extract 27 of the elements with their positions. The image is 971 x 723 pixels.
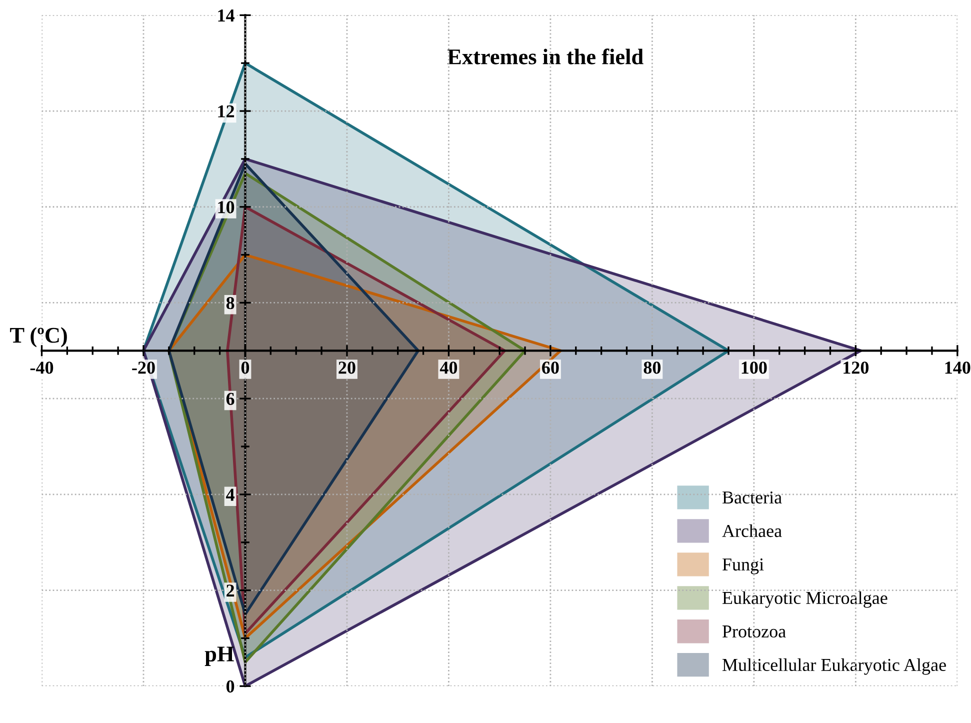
x-tick-label: 0 — [241, 362, 250, 374]
x-tick-label: -40 — [30, 362, 54, 374]
x-tick-label: -20 — [132, 362, 155, 374]
y-tick-label: 8 — [226, 296, 234, 310]
legend-label: Archaea — [722, 524, 782, 538]
x-axis-title: T (ºC) — [10, 327, 67, 348]
x-tick-label: 100 — [742, 362, 767, 374]
text: Extremes in the field — [448, 48, 644, 64]
legend-label: Protozoa — [722, 626, 786, 638]
legend-label: Bacteria — [722, 491, 782, 504]
y-tick-label: 12 — [218, 105, 234, 118]
y-tick-label: 6 — [226, 392, 234, 406]
legend-label: Multicellular Eukaryotic Algae — [722, 658, 946, 675]
x-tick-label: 60 — [542, 362, 559, 374]
y-tick-label: 2 — [226, 584, 234, 597]
y-tick-label: 14 — [218, 10, 234, 22]
y-tick-label: 4 — [226, 488, 234, 501]
legend-label: Eukaryotic Microalgae — [722, 591, 888, 608]
y-tick-label: 0 — [226, 680, 234, 693]
y-tick-label: 10 — [218, 201, 234, 214]
x-tick-label: 20 — [338, 362, 356, 374]
x-tick-label: 40 — [440, 362, 458, 374]
x-tick-label: 120 — [844, 362, 869, 374]
x-tick-label: 80 — [644, 362, 661, 374]
y-axis-title: pH — [204, 646, 234, 666]
legend-label: Fungi — [722, 558, 764, 574]
x-tick-label: 140 — [945, 362, 970, 374]
